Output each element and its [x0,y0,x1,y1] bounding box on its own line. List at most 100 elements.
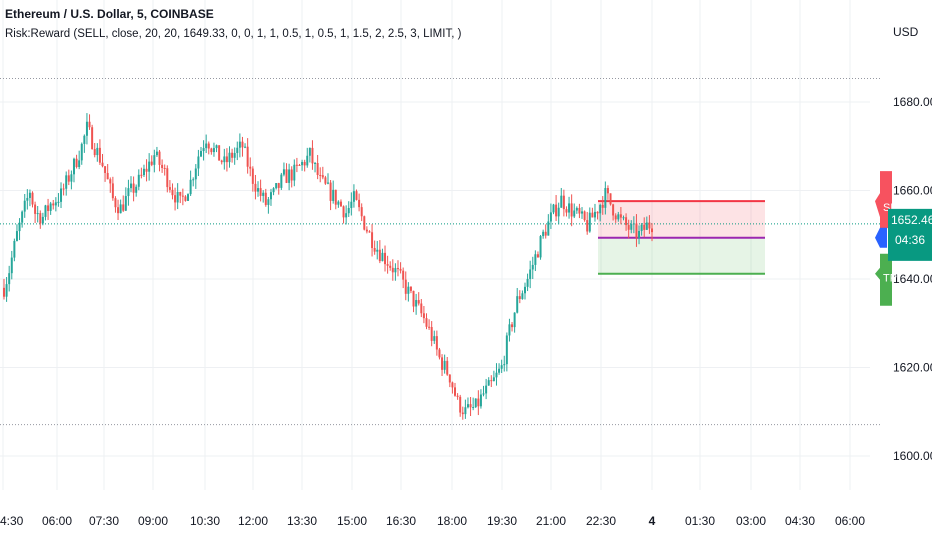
candle [368,230,371,233]
candle [358,193,361,212]
candle-body [394,268,397,273]
candle-body [422,313,425,319]
candle-body [308,147,311,156]
candle-body [345,213,348,218]
candle-body [469,404,472,408]
candle [41,212,44,226]
candle [218,145,221,161]
candle [127,179,130,206]
candle-body [264,192,267,205]
candle [57,193,60,207]
candle-body [311,147,314,164]
candle-body [511,324,514,328]
candle-body [189,179,192,195]
candle-body [57,201,60,203]
candle [306,147,309,168]
candle-body [72,158,75,175]
candle-body [153,155,156,165]
candle [531,256,534,279]
indicator-label[interactable]: Risk:Reward (SELL, close, 20, 20, 1649.3… [5,28,462,40]
candle-body [363,216,366,230]
candle [13,238,16,262]
candle [140,167,143,179]
candle [308,147,311,163]
candle [111,176,114,201]
candle [505,332,508,372]
candle [288,163,291,191]
candle-body [352,191,355,202]
candle [34,201,37,224]
candle [454,382,457,397]
candle-body [622,217,625,219]
candle-body [233,152,236,158]
time-tick-label: 22:30 [586,514,616,528]
candle [378,240,381,264]
time-tick-label: 4:30 [0,514,24,528]
candle-body [643,224,646,230]
candle [578,203,581,219]
candle [435,330,438,356]
candle-body [168,187,171,190]
time-tick-label: 03:00 [736,514,766,528]
candle-body [617,214,620,220]
price-axis[interactable]: 1600.00 1620.00 1640.00 1660.00 1680.00 [893,95,932,463]
time-axis[interactable]: 4:30 06:00 07:30 09:00 10:30 12:00 13:30 15:00 1… [0,514,865,528]
candle-body [378,249,381,262]
candle-body [83,135,86,144]
candle-body [477,398,480,407]
candle-body [13,240,16,258]
candle-body [93,149,96,156]
candle [114,196,117,213]
candle-body [290,169,293,181]
candle [324,175,327,185]
candle [285,163,288,184]
candle-body [461,412,464,415]
candle-body [355,191,358,200]
time-tick-label: 06:00 [42,514,72,528]
candle [508,318,511,342]
candle-body [570,203,573,217]
candle [142,164,145,178]
candle [282,162,285,177]
candle-body [448,374,451,383]
candle-body [327,182,329,184]
candle-body [575,207,578,211]
candle-body [492,377,495,382]
candle-body [430,327,433,341]
candle [438,347,441,360]
candle [327,173,329,185]
candle-body [241,141,244,148]
candle [604,181,607,215]
candle-body [85,121,88,136]
candle-body [588,212,591,232]
candle [617,211,620,222]
candle-body [119,204,122,214]
take-profit-tag-label: TP [883,273,897,285]
candle-body [236,147,239,153]
time-tick-label: 4 [649,514,656,528]
candle-body [23,200,26,212]
candle [570,194,573,227]
candle-body [285,169,288,183]
candle-body [96,147,99,156]
candle-body [324,177,327,184]
candle [526,273,529,292]
candle [267,196,270,214]
candle-body [549,212,552,222]
candle-body [127,188,130,197]
candle-body [220,160,223,163]
candle-body [15,231,18,241]
candle [280,172,283,190]
price-tick-label: 1600.00 [893,449,932,463]
candle [599,203,602,222]
candle [298,163,301,166]
candle-body [612,204,615,216]
candle [536,251,539,258]
candle [52,199,55,210]
candle [85,113,88,145]
candle [290,166,293,188]
candle-body [218,145,221,161]
candle-body [466,404,469,408]
candle-body [28,192,31,198]
